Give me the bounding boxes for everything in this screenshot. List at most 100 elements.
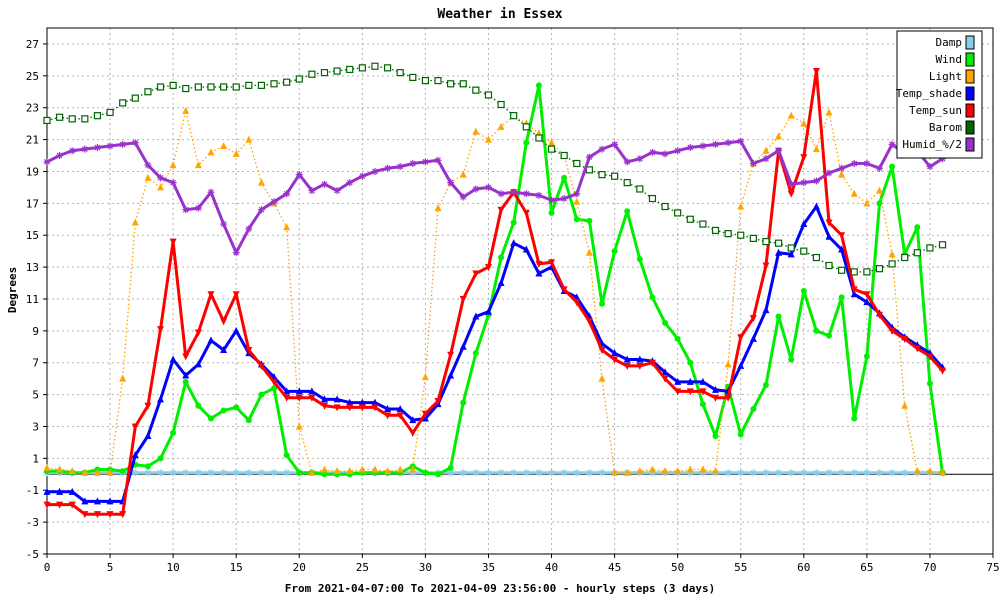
data-point-humid-2 bbox=[43, 158, 51, 166]
data-point-wind bbox=[258, 391, 265, 398]
x-tick-label: 25 bbox=[356, 561, 369, 574]
data-point-light bbox=[661, 467, 669, 475]
data-point-wind bbox=[838, 294, 845, 301]
data-point-wind bbox=[435, 471, 442, 478]
data-point-temp-sun bbox=[257, 362, 265, 370]
data-point-temp-shade bbox=[169, 355, 177, 363]
data-point-humid-2 bbox=[573, 190, 581, 198]
legend-swatch bbox=[965, 120, 975, 135]
data-point-barom bbox=[850, 268, 858, 276]
data-point-light bbox=[901, 401, 909, 409]
data-point-damp bbox=[182, 469, 190, 477]
legend-swatch bbox=[965, 103, 975, 118]
data-point-humid-2 bbox=[850, 159, 858, 167]
x-tick-label: 55 bbox=[734, 561, 747, 574]
plot-frame bbox=[46, 27, 994, 555]
data-point-barom bbox=[711, 226, 720, 235]
data-point-barom bbox=[913, 249, 921, 257]
series-line-wind bbox=[47, 83, 944, 476]
y-tick-label: 1 bbox=[32, 452, 39, 465]
data-point-temp-shade bbox=[712, 385, 720, 393]
data-point-humid-2 bbox=[320, 180, 328, 188]
data-point-humid-2 bbox=[270, 198, 278, 206]
series-humid-2 bbox=[43, 137, 947, 257]
data-point-wind bbox=[699, 401, 706, 408]
data-point-humid-2 bbox=[169, 179, 177, 187]
data-point-temp-sun bbox=[699, 388, 707, 396]
data-point-light bbox=[194, 161, 202, 169]
data-point-temp-shade bbox=[409, 416, 417, 424]
data-point-temp-shade bbox=[68, 487, 76, 495]
data-point-damp bbox=[220, 469, 228, 477]
data-point-barom bbox=[724, 230, 732, 238]
data-point-temp-sun bbox=[484, 264, 492, 272]
data-point-barom bbox=[396, 69, 404, 77]
data-point-barom bbox=[106, 108, 114, 117]
x-tick-label: 70 bbox=[923, 561, 936, 574]
data-point-damp bbox=[207, 469, 215, 477]
data-point-light bbox=[169, 161, 177, 169]
legend-swatch bbox=[965, 52, 975, 67]
data-point-barom bbox=[560, 151, 568, 160]
chart-title: Weather in Essex bbox=[437, 7, 562, 22]
data-point-temp-sun bbox=[913, 345, 921, 353]
data-point-light bbox=[712, 467, 720, 475]
legend-swatch bbox=[965, 35, 975, 50]
data-point-humid-2 bbox=[371, 167, 379, 175]
data-point-temp-sun bbox=[812, 68, 820, 76]
data-point-barom bbox=[169, 81, 177, 89]
data-point-barom bbox=[484, 91, 493, 99]
data-point-barom bbox=[295, 75, 303, 83]
data-point-temp-sun bbox=[686, 388, 694, 396]
y-tick-label: -5 bbox=[26, 548, 39, 561]
data-point-temp-sun bbox=[245, 346, 253, 354]
legend-swatch bbox=[965, 69, 975, 84]
x-tick-label: 45 bbox=[608, 561, 621, 574]
data-point-temp-sun bbox=[787, 190, 795, 198]
data-point-wind bbox=[775, 313, 782, 320]
data-point-barom bbox=[219, 83, 228, 91]
data-point-temp-sun bbox=[409, 429, 417, 437]
data-point-temp-shade bbox=[43, 487, 51, 495]
data-point-light bbox=[611, 468, 619, 476]
data-point-temp-shade bbox=[144, 432, 152, 440]
data-point-barom bbox=[825, 261, 833, 270]
data-point-humid-2 bbox=[863, 159, 871, 167]
data-point-light bbox=[875, 186, 883, 194]
data-point-barom bbox=[636, 185, 644, 193]
x-tick-label: 10 bbox=[167, 561, 180, 574]
data-point-damp bbox=[131, 469, 139, 477]
data-point-temp-shade bbox=[81, 497, 89, 505]
data-point-damp bbox=[762, 469, 770, 477]
data-point-humid-2 bbox=[548, 196, 556, 204]
data-point-temp-sun bbox=[611, 356, 619, 364]
data-point-barom bbox=[308, 70, 316, 78]
data-point-light bbox=[157, 183, 165, 191]
data-point-light bbox=[926, 467, 934, 475]
data-point-light bbox=[939, 468, 947, 476]
tick-labels: 0 5 10 15 20 25 30 35 40 45 50 55 60 65 70 75-5-3-11357… bbox=[26, 38, 1000, 574]
data-point-humid-2 bbox=[346, 179, 354, 187]
data-point-light bbox=[396, 465, 404, 473]
data-point-damp bbox=[283, 469, 291, 477]
data-point-humid-2 bbox=[800, 179, 808, 187]
y-tick-label: 17 bbox=[26, 197, 39, 210]
data-point-barom bbox=[938, 241, 947, 249]
x-tick-label: 60 bbox=[797, 561, 810, 574]
data-point-temp-sun bbox=[131, 423, 139, 431]
data-point-humid-2 bbox=[396, 163, 404, 171]
data-point-humid-2 bbox=[661, 150, 669, 158]
data-point-damp bbox=[560, 469, 568, 477]
data-point-temp-shade bbox=[346, 398, 354, 406]
data-point-humid-2 bbox=[674, 147, 682, 155]
data-point-temp-sun bbox=[320, 402, 328, 410]
data-point-temp-shade bbox=[207, 336, 215, 344]
data-point-wind bbox=[472, 350, 479, 357]
data-point-humid-2 bbox=[939, 155, 947, 163]
data-point-barom bbox=[232, 83, 240, 91]
data-point-damp bbox=[522, 469, 530, 477]
data-point-damp bbox=[535, 469, 543, 477]
data-point-temp-sun bbox=[939, 367, 947, 375]
data-point-light bbox=[434, 204, 442, 212]
